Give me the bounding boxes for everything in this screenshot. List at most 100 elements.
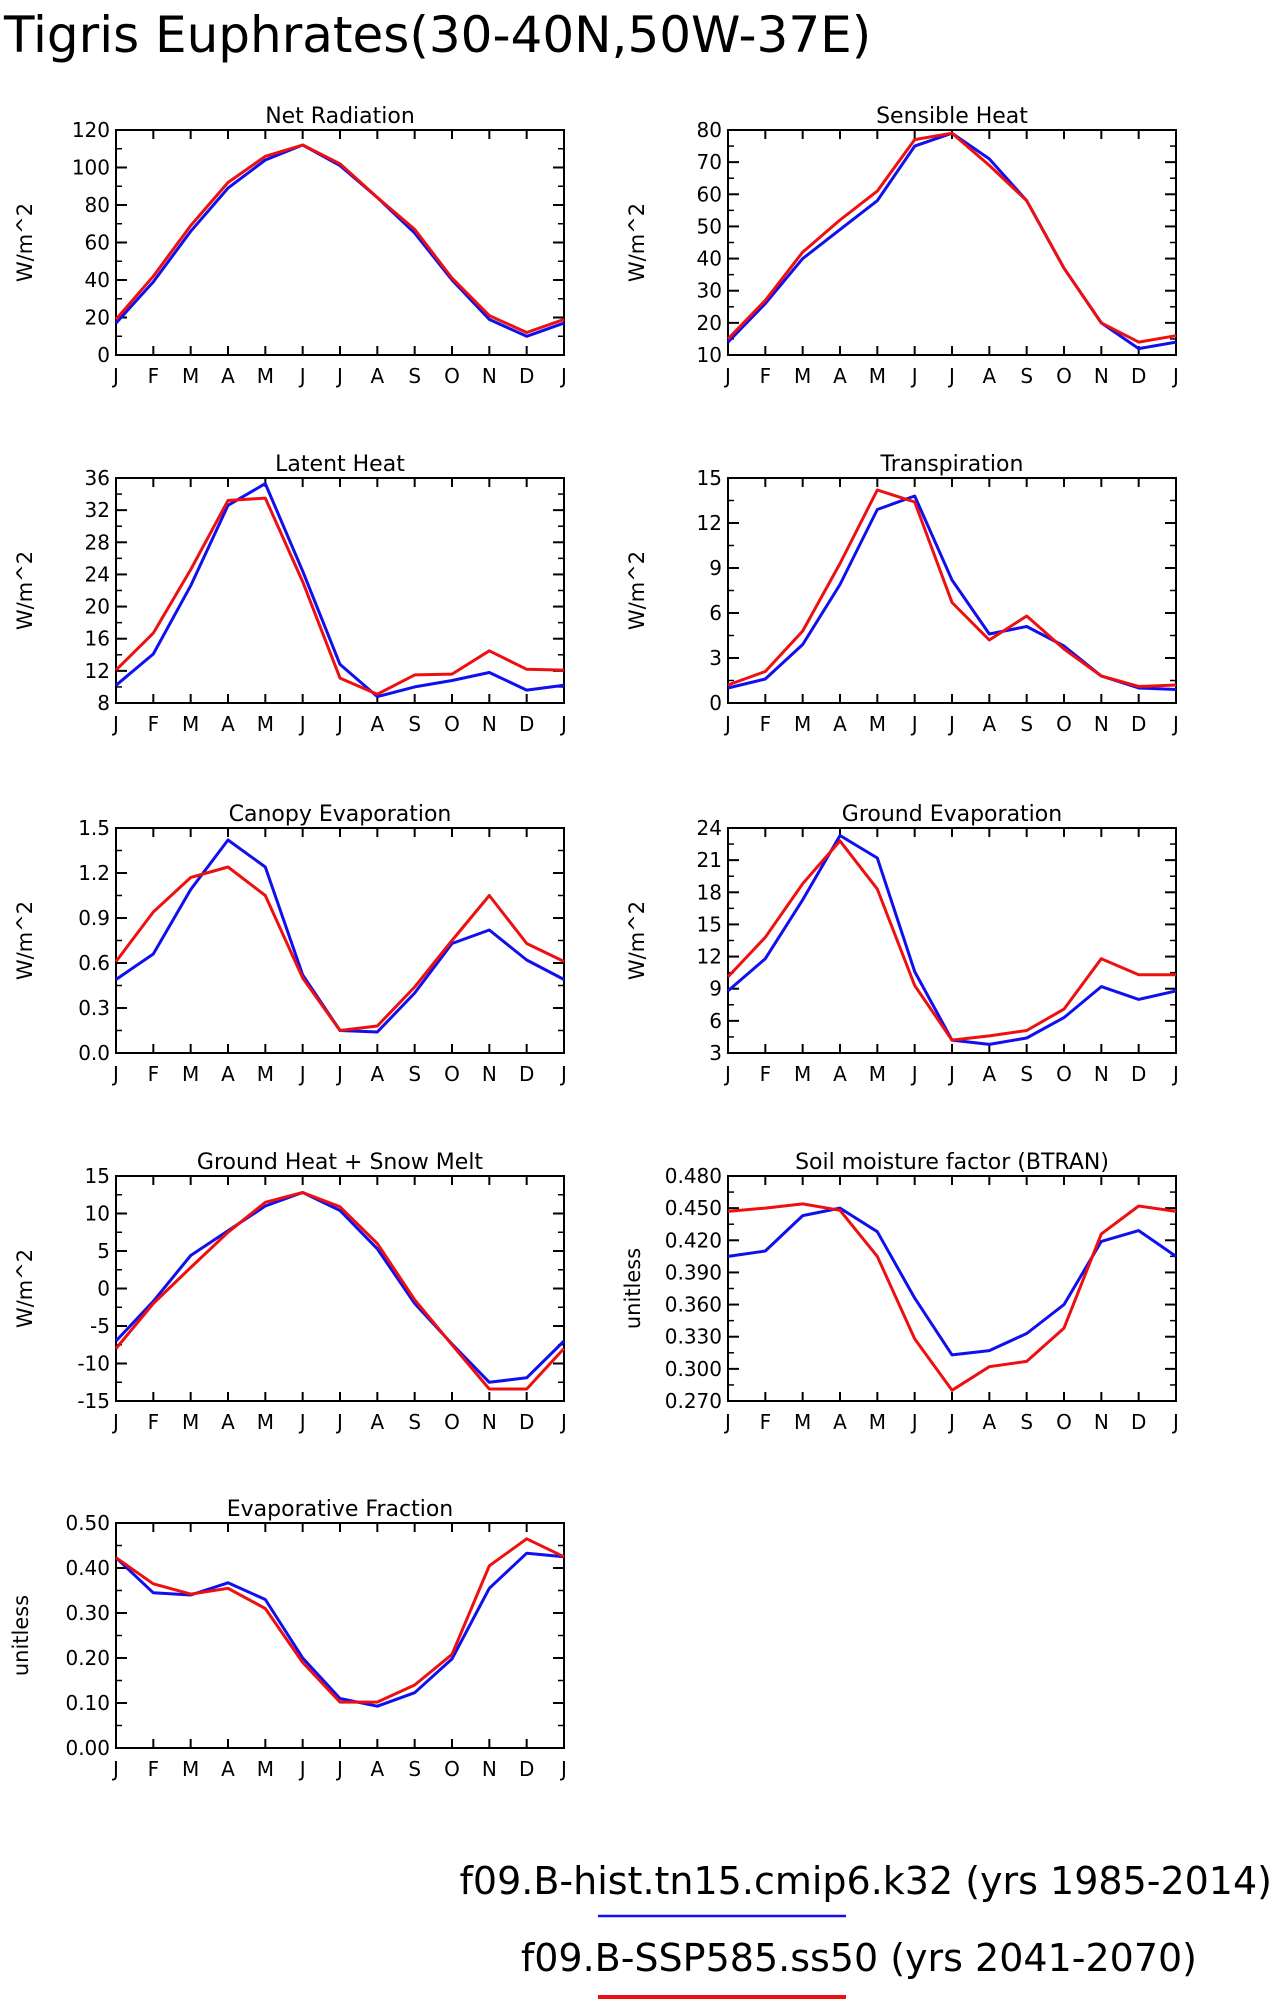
x-tick-label: M [794, 1062, 811, 1086]
y-tick-label: 10 [85, 1202, 110, 1226]
panel-title: Soil moisture factor (BTRAN) [795, 1150, 1109, 1175]
x-tick-label: J [723, 712, 731, 736]
x-tick-label: A [370, 1410, 384, 1434]
x-tick-label: F [760, 364, 772, 388]
y-tick-label: 9 [709, 556, 722, 580]
y-tick-label: 0.6 [78, 951, 110, 975]
x-tick-label: N [482, 1757, 497, 1781]
panel-title: Ground Heat + Snow Melt [197, 1150, 484, 1175]
y-tick-label: 15 [85, 1164, 110, 1188]
x-tick-label: M [257, 712, 274, 736]
x-tick-label: M [869, 712, 886, 736]
x-tick-label: J [335, 1410, 343, 1434]
x-tick-label: A [982, 1410, 996, 1434]
x-tick-label: A [370, 1757, 384, 1781]
y-tick-label: 0 [709, 691, 722, 715]
x-tick-label: F [148, 1062, 160, 1086]
x-tick-label: N [482, 712, 497, 736]
y-axis-label: unitless [9, 1595, 33, 1676]
x-tick-label: A [833, 1062, 847, 1086]
x-tick-label: S [408, 1757, 421, 1781]
x-tick-label: D [1131, 1410, 1146, 1434]
y-tick-label: 3 [709, 1041, 722, 1065]
y-tick-label: 6 [709, 1009, 722, 1033]
x-tick-label: J [723, 364, 731, 388]
x-tick-label: D [519, 1410, 534, 1434]
x-tick-label: A [982, 364, 996, 388]
y-axis-label: W/m^2 [625, 551, 649, 630]
x-tick-label: F [148, 364, 160, 388]
panel-title: Canopy Evaporation [229, 802, 452, 827]
series-line-1 [727, 1202, 1177, 1392]
x-tick-label: J [723, 1410, 731, 1434]
x-tick-label: N [482, 1410, 497, 1434]
x-tick-label: M [182, 364, 199, 388]
x-tick-label: A [221, 1757, 235, 1781]
y-tick-label: 0.420 [665, 1228, 722, 1252]
x-tick-label: J [559, 1062, 567, 1086]
y-tick-label: 0.10 [65, 1691, 110, 1715]
x-tick-label: O [1056, 712, 1072, 736]
panel-title: Net Radiation [265, 104, 415, 129]
y-tick-label: 20 [85, 306, 110, 330]
x-tick-label: J [1171, 712, 1179, 736]
y-tick-label: 60 [697, 182, 722, 206]
x-tick-label: J [111, 712, 119, 736]
x-tick-label: J [111, 364, 119, 388]
y-tick-label: 0 [97, 1277, 110, 1301]
series-line-1 [114, 496, 565, 696]
x-tick-label: M [182, 1757, 199, 1781]
x-tick-label: A [370, 712, 384, 736]
x-tick-label: S [1020, 364, 1033, 388]
x-tick-label: N [1094, 1062, 1109, 1086]
y-tick-label: 50 [697, 214, 722, 238]
series-line-1 [726, 131, 1177, 344]
y-axis-label: W/m^2 [13, 551, 37, 630]
legend-label-0: f09.B-hist.tn15.cmip6.k32 (yrs 1985-2014… [460, 1859, 1272, 1903]
y-tick-label: 0.20 [65, 1646, 110, 1670]
y-tick-label: 70 [697, 150, 722, 174]
y-tick-label: 6 [709, 601, 722, 625]
x-tick-label: J [947, 712, 955, 736]
y-tick-label: 20 [85, 595, 110, 619]
y-tick-label: 1.5 [78, 816, 110, 840]
y-tick-label: 21 [697, 848, 722, 872]
x-tick-label: J [559, 1410, 567, 1434]
x-tick-label: S [408, 1410, 421, 1434]
x-tick-label: J [298, 1062, 306, 1086]
y-tick-label: 0.360 [665, 1293, 722, 1317]
x-tick-label: J [298, 1757, 306, 1781]
x-tick-label: J [111, 1410, 119, 1434]
x-tick-label: O [444, 364, 460, 388]
plot-frame [115, 1522, 565, 1749]
x-tick-label: F [148, 1757, 160, 1781]
x-tick-label: N [1094, 712, 1109, 736]
y-tick-label: 80 [697, 118, 722, 142]
series-line-0 [727, 494, 1177, 691]
y-tick-label: 0.3 [78, 996, 110, 1020]
y-axis-label: W/m^2 [13, 1249, 37, 1328]
y-tick-label: 0.480 [665, 1164, 722, 1188]
x-tick-label: J [335, 364, 343, 388]
x-tick-label: S [1020, 1062, 1033, 1086]
y-tick-label: 30 [697, 279, 722, 303]
y-axis-label: W/m^2 [625, 901, 649, 980]
y-tick-label: 1.2 [78, 861, 110, 885]
x-tick-label: A [370, 364, 384, 388]
y-tick-label: 60 [85, 231, 110, 255]
y-tick-label: 5 [97, 1239, 110, 1263]
x-tick-label: J [335, 1062, 343, 1086]
y-tick-label: 0 [97, 343, 110, 367]
x-tick-label: J [559, 364, 567, 388]
x-tick-label: O [444, 712, 460, 736]
plot-frame [727, 827, 1177, 1054]
y-tick-label: 0.50 [65, 1511, 110, 1535]
x-tick-label: F [148, 1410, 160, 1434]
x-tick-label: O [1056, 364, 1072, 388]
x-tick-label: S [1020, 1410, 1033, 1434]
panel-title: Sensible Heat [876, 104, 1028, 129]
y-tick-label: 0.9 [78, 906, 110, 930]
x-tick-label: M [257, 1410, 274, 1434]
